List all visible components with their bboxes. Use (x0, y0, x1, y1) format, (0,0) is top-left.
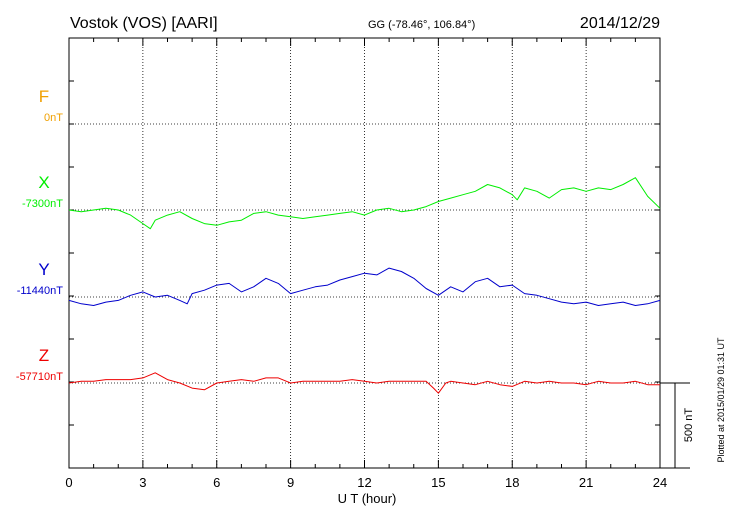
x-tick-label: 12 (357, 475, 371, 490)
scale-bar-label: 500 nT (683, 408, 695, 443)
series-lines (68, 177, 661, 394)
series-baseline-y: -11440nT (17, 285, 64, 297)
series-labels: F 0nT X -7300nT Y -11440nT Z -57710nT (16, 87, 63, 383)
x-tick-label: 21 (579, 475, 593, 490)
series-baseline-x: -7300nT (22, 198, 63, 210)
x-tick-label: 9 (287, 475, 294, 490)
plot-frame (68, 37, 661, 469)
series-name-z: Z (39, 346, 49, 365)
x-tick-label: 24 (653, 475, 667, 490)
plotted-at-note: Plotted at 2015/01/29 01:31 UT (716, 337, 726, 463)
series-line-x (68, 177, 661, 230)
x-tick-label: 6 (213, 475, 220, 490)
x-tick-label: 0 (65, 475, 72, 490)
coords-label: GG (-78.46°, 106.84°) (368, 19, 475, 31)
x-tick-label: 18 (505, 475, 519, 490)
grid (69, 38, 660, 468)
x-axis-label: U T (hour) (338, 491, 397, 506)
station-title: Vostok (VOS) [AARI] (70, 15, 218, 32)
x-tick-label: 15 (431, 475, 445, 490)
tick-marks (68, 38, 661, 468)
series-baseline-z: -57710nT (16, 371, 63, 383)
x-tick-label: 3 (139, 475, 146, 490)
series-name-f: F (39, 87, 49, 106)
date-label: 2014/12/29 (580, 15, 660, 32)
series-line-y (68, 267, 661, 306)
series-baseline-f: 0nT (44, 112, 63, 124)
series-name-y: Y (38, 260, 49, 279)
series-name-x: X (38, 173, 49, 192)
series-line-z (68, 372, 660, 394)
x-tick-labels: 0 3 6 9 12 15 18 21 24 (65, 475, 667, 490)
scale-bar: 500 nT (660, 382, 695, 469)
